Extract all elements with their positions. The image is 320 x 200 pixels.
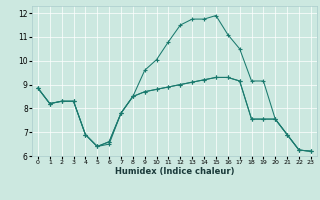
X-axis label: Humidex (Indice chaleur): Humidex (Indice chaleur) <box>115 167 234 176</box>
